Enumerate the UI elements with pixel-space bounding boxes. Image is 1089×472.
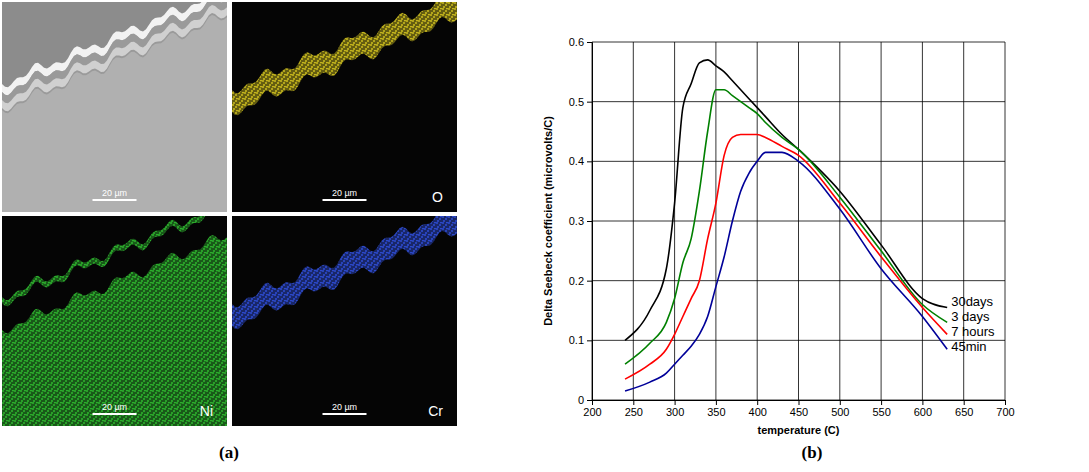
element-band [232, 2, 457, 115]
x-tick: 700 [996, 400, 1014, 418]
y-tick-label: 0.5 [569, 96, 584, 108]
x-tick-label: 400 [749, 406, 767, 418]
grid-line-y [592, 42, 1005, 43]
y-tick-mark [587, 281, 592, 282]
plot-lines [625, 60, 947, 391]
x-tick-mark [1005, 400, 1006, 405]
x-tick-label: 250 [625, 406, 643, 418]
x-tick-mark [757, 400, 758, 405]
y-tick: 0.4 [569, 155, 592, 167]
x-axis: 200 250 300 350 400 450 500 550 600 650 700 [583, 400, 1014, 418]
scale-bar [93, 199, 137, 201]
y-tick-mark [587, 400, 592, 401]
scale-bar [93, 413, 137, 415]
y-tick: 0.2 [569, 275, 592, 287]
y-tick: 0.5 [569, 96, 592, 108]
y-tick-label: 0.6 [569, 36, 584, 48]
y-tick-mark [587, 221, 592, 222]
chart: 200 250 300 350 400 450 500 550 600 650 700 0 0.1 0.2… [542, 36, 1015, 436]
x-tick: 500 [831, 400, 849, 418]
micrograph: 20 µm O [232, 0, 457, 212]
y-tick: 0 [578, 394, 592, 406]
y-tick-mark [587, 340, 592, 341]
x-tick-mark [922, 400, 923, 405]
series-line [625, 60, 947, 340]
series-label: 3 days [951, 309, 990, 324]
element-label: Ni [200, 403, 213, 419]
y-tick-mark [587, 161, 592, 162]
x-tick-mark [881, 400, 882, 405]
y-tick-label: 0.1 [569, 334, 584, 346]
x-tick-label: 350 [707, 406, 725, 418]
series-label: 45min [951, 339, 986, 354]
y-tick-label: 0.3 [569, 215, 584, 227]
x-tick: 400 [749, 400, 767, 418]
oxide-layer [2, 2, 227, 113]
x-tick-label: 500 [831, 406, 849, 418]
series-line [625, 134, 947, 379]
grid-line-y [592, 280, 1005, 281]
x-tick: 250 [625, 400, 643, 418]
x-tick-mark [964, 400, 965, 405]
y-tick-mark [587, 102, 592, 103]
y-tick: 0.1 [569, 334, 592, 346]
element-scale [2, 216, 227, 306]
element-band [232, 216, 457, 329]
y-tick-mark [587, 42, 592, 43]
image-background [232, 216, 457, 426]
x-tick-label: 550 [872, 406, 890, 418]
x-tick: 350 [707, 400, 725, 418]
y-tick-label: 0.4 [569, 155, 584, 167]
grid-line-y [592, 101, 1005, 102]
x-tick: 600 [914, 400, 932, 418]
scale-bar [323, 413, 367, 415]
x-tick: 650 [955, 400, 973, 418]
x-tick-mark [799, 400, 800, 405]
series-line [625, 90, 947, 364]
y-tick-label: 0 [578, 394, 584, 406]
scale-bar-label: 20 µm [102, 402, 127, 412]
x-tick-label: 650 [955, 406, 973, 418]
y-axis-title: Delta Seebeck coefficient (microvolts/C) [542, 116, 554, 326]
y-tick: 0.6 [569, 36, 592, 48]
y-axis-line [587, 43, 593, 401]
x-tick-label: 700 [996, 406, 1014, 418]
x-tick-mark [716, 400, 717, 405]
x-tick: 550 [872, 400, 890, 418]
oxide-inner [2, 5, 227, 111]
series-label: 30days [951, 294, 993, 309]
grid-line-y [592, 221, 1005, 222]
scale-bar-label: 20 µm [332, 402, 357, 412]
image-background [232, 2, 457, 212]
x-tick-mark [675, 400, 676, 405]
element-label: Cr [428, 403, 443, 419]
element-substrate [2, 235, 227, 426]
y-tick: 0.3 [569, 215, 592, 227]
figure: 20 µm 20 µm O 20 µm Ni 20 µm Cr (a) 200 250 300 350… [0, 0, 1089, 472]
micrograph: 20 µm Cr [232, 209, 457, 426]
micrograph: 20 µm Ni [2, 202, 227, 426]
x-tick-label: 450 [790, 406, 808, 418]
scale-bar-label: 20 µm [332, 188, 357, 198]
panel-label: (b) [802, 443, 823, 462]
element-label: O [432, 189, 443, 205]
series-line [625, 152, 947, 391]
x-tick-label: 300 [666, 406, 684, 418]
x-tick-label: 200 [583, 406, 601, 418]
series-label: 7 hours [951, 324, 995, 339]
x-tick: 450 [790, 400, 808, 418]
x-tick-mark [633, 400, 634, 405]
micrograph: 20 µm [2, 0, 227, 212]
panel-label: (a) [219, 443, 239, 462]
y-tick-label: 0.2 [569, 275, 584, 287]
x-tick: 300 [666, 400, 684, 418]
y-axis: 0 0.1 0.2 0.3 0.4 0.5 0.6 [569, 36, 593, 406]
x-tick-mark [840, 400, 841, 405]
scale-bar-label: 20 µm [102, 188, 127, 198]
x-tick: 200 [583, 400, 601, 418]
x-axis-line [593, 401, 1006, 406]
scale-bar [323, 199, 367, 201]
x-axis-title: temperature (C) [758, 424, 840, 436]
x-tick-label: 600 [914, 406, 932, 418]
